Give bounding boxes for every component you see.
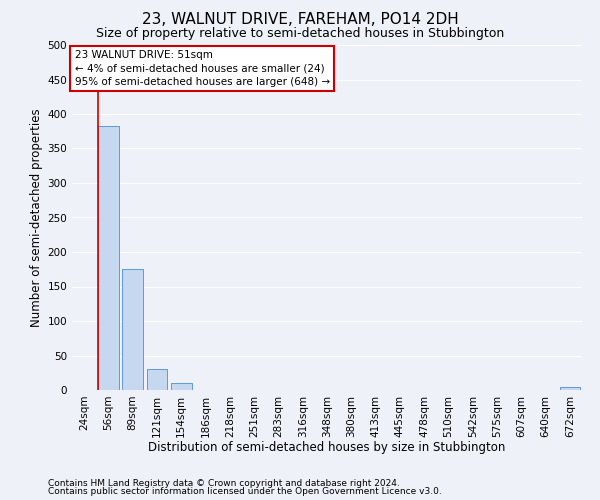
Bar: [560, 386, 580, 390]
Text: Contains public sector information licensed under the Open Government Licence v3: Contains public sector information licen…: [48, 487, 442, 496]
Text: 23, WALNUT DRIVE, FAREHAM, PO14 2DH: 23, WALNUT DRIVE, FAREHAM, PO14 2DH: [142, 12, 458, 28]
Text: Contains HM Land Registry data © Crown copyright and database right 2024.: Contains HM Land Registry data © Crown c…: [48, 478, 400, 488]
Y-axis label: Number of semi-detached properties: Number of semi-detached properties: [30, 108, 43, 327]
X-axis label: Distribution of semi-detached houses by size in Stubbington: Distribution of semi-detached houses by …: [148, 441, 506, 454]
Text: Size of property relative to semi-detached houses in Stubbington: Size of property relative to semi-detach…: [96, 28, 504, 40]
Bar: [122, 269, 143, 390]
Text: 23 WALNUT DRIVE: 51sqm
← 4% of semi-detached houses are smaller (24)
95% of semi: 23 WALNUT DRIVE: 51sqm ← 4% of semi-deta…: [74, 50, 329, 86]
Bar: [171, 383, 191, 390]
Bar: [146, 370, 167, 390]
Bar: [98, 126, 119, 390]
